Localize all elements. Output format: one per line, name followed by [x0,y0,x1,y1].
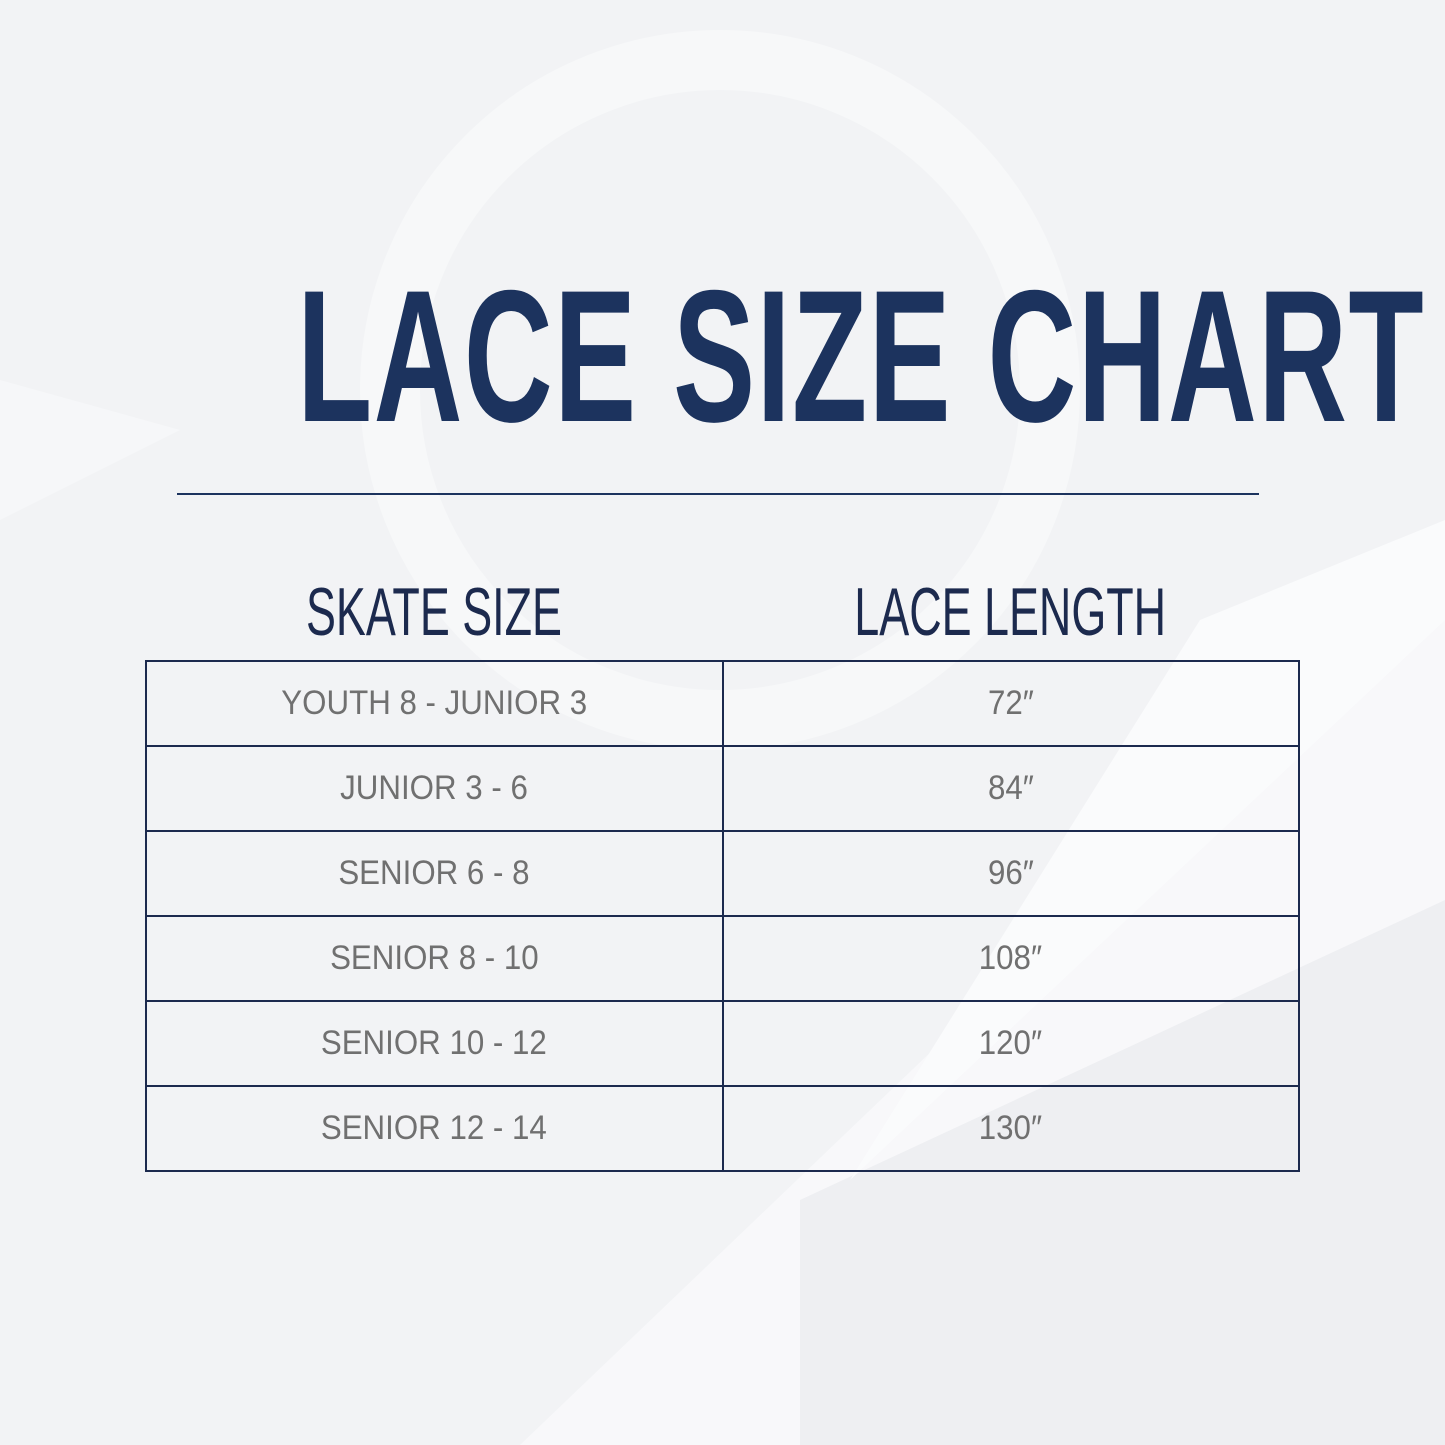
skate-size-cell: SENIOR 8 - 10 [145,915,724,1002]
lace-length-cell: 120″ [721,1000,1300,1087]
skate-size-cell: JUNIOR 3 - 6 [145,745,724,832]
header-skate-size: SKATE SIZE [145,578,722,646]
title-text: LACE SIZE CHART [297,251,1425,461]
table-row: YOUTH 8 - JUNIOR 3 72″ [145,660,1300,747]
table-row: SENIOR 10 - 12 120″ [145,1000,1300,1087]
skate-size-cell: SENIOR 12 - 14 [145,1085,724,1172]
table-row: SENIOR 8 - 10 108″ [145,915,1300,1002]
header-lace-length-text: LACE LENGTH [854,574,1167,650]
divider [177,493,1259,495]
header-skate-size-text: SKATE SIZE [305,574,562,650]
skate-size-cell: YOUTH 8 - JUNIOR 3 [145,660,724,747]
lace-length-cell: 84″ [721,745,1300,832]
table-row: JUNIOR 3 - 6 84″ [145,745,1300,832]
lace-length-cell: 96″ [721,830,1300,917]
page-title: LACE SIZE CHART [0,262,1445,450]
lace-length-cell: 130″ [721,1085,1300,1172]
skate-size-cell: SENIOR 6 - 8 [145,830,724,917]
table-row: SENIOR 12 - 14 130″ [145,1085,1300,1172]
lace-length-cell: 108″ [721,915,1300,1002]
lace-length-cell: 72″ [721,660,1300,747]
header-lace-length: LACE LENGTH [722,578,1299,646]
table-row: SENIOR 6 - 8 96″ [145,830,1300,917]
skate-size-cell: SENIOR 10 - 12 [145,1000,724,1087]
size-table: YOUTH 8 - JUNIOR 3 72″ JUNIOR 3 - 6 84″ SE… [145,660,1300,1172]
